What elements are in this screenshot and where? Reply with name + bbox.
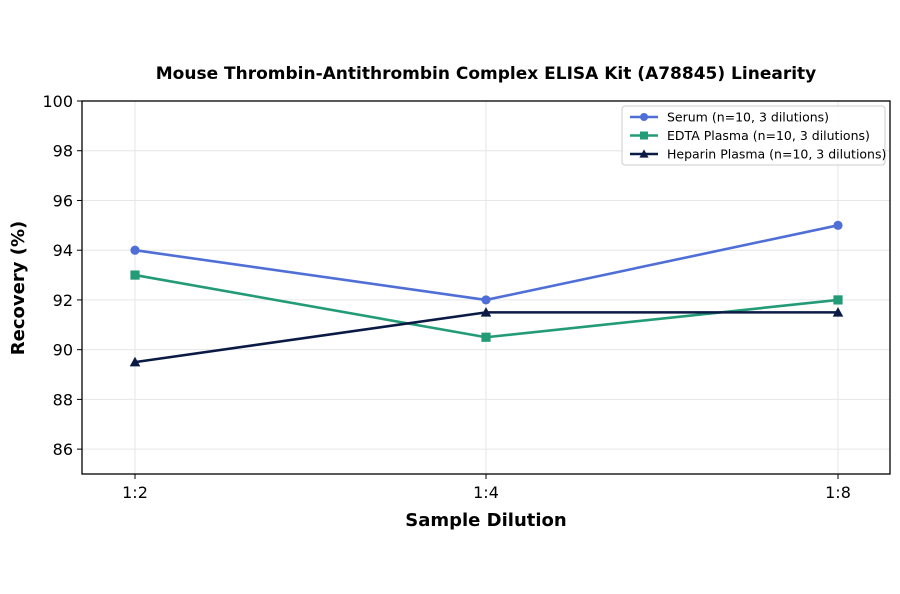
series-3 (129, 307, 844, 367)
x-tick-label: 1:8 (825, 483, 851, 502)
legend-item: Serum (n=10, 3 dilutions) (630, 110, 829, 125)
y-tick-label: 100 (42, 92, 73, 111)
y-tick-label: 98 (53, 142, 73, 161)
data-point (130, 245, 140, 255)
legend-marker (640, 113, 648, 121)
data-point (833, 220, 843, 230)
y-tick-label: 94 (53, 241, 73, 260)
y-tick-label: 96 (53, 191, 73, 210)
legend-box (621, 105, 886, 166)
legend-label: EDTA Plasma (n=10, 3 dilutions) (667, 128, 870, 143)
data-point (832, 307, 844, 317)
legend-marker (639, 149, 649, 158)
x-tick-label: 1:4 (473, 483, 499, 502)
chart-title: Mouse Thrombin-Antithrombin Complex ELIS… (156, 64, 817, 84)
y-tick-label: 90 (53, 341, 73, 360)
legend-item: Heparin Plasma (n=10, 3 dilutions) (630, 147, 886, 162)
legend-label: Heparin Plasma (n=10, 3 dilutions) (667, 147, 886, 162)
legend: Serum (n=10, 3 dilutions) EDTA Plasma (n=… (621, 105, 886, 166)
series-2 (130, 270, 843, 342)
y-tick-label: 92 (53, 291, 73, 310)
legend-label: Serum (n=10, 3 dilutions) (667, 110, 829, 125)
x-tick-label: 1:2 (122, 483, 148, 502)
legend-marker (640, 131, 648, 140)
axis-ticks: 86 88 90 92 94 96 98 100 1:2 1:4 1:8 (42, 92, 850, 502)
x-axis-label: Sample Dilution (405, 510, 566, 531)
data-point (481, 332, 491, 342)
data-point (481, 295, 491, 305)
data-point (480, 307, 492, 317)
series-1 (130, 220, 843, 305)
data-point (833, 295, 843, 305)
y-tick-label: 86 (53, 440, 73, 459)
legend-item: EDTA Plasma (n=10, 3 dilutions) (630, 128, 870, 143)
data-point (129, 356, 141, 367)
series-layer (129, 220, 844, 367)
y-tick-label: 88 (53, 390, 73, 409)
y-axis-label: Recovery (%) (8, 221, 29, 355)
data-point (130, 270, 140, 280)
